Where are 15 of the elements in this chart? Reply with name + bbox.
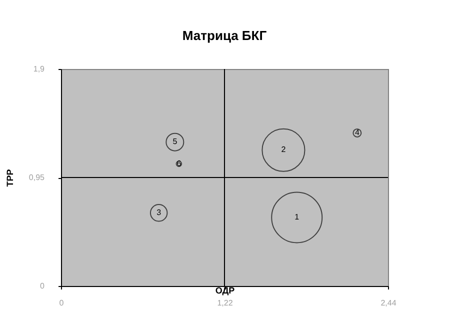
y-tick-label: 0,95 <box>28 173 46 182</box>
annotation: 6 <box>176 158 182 168</box>
x-tick-label: 0 <box>59 298 64 308</box>
annotation: 5 <box>172 137 178 146</box>
y-tick-label: 0 <box>40 282 46 290</box>
annotation: 4 <box>354 128 360 137</box>
x-tick-label: 2,44 <box>380 298 397 308</box>
x-axis-title: ОДР <box>215 286 235 296</box>
y-axis-title: ТРР <box>4 169 15 187</box>
y-tick-label: 1,9 <box>33 64 46 74</box>
annotation: 3 <box>156 208 162 217</box>
annotation: 1 <box>294 212 300 222</box>
x-tick-label: 1,22 <box>217 298 234 308</box>
chart-title: Матрица БКГ <box>182 28 268 43</box>
annotation: 2 <box>281 145 286 154</box>
